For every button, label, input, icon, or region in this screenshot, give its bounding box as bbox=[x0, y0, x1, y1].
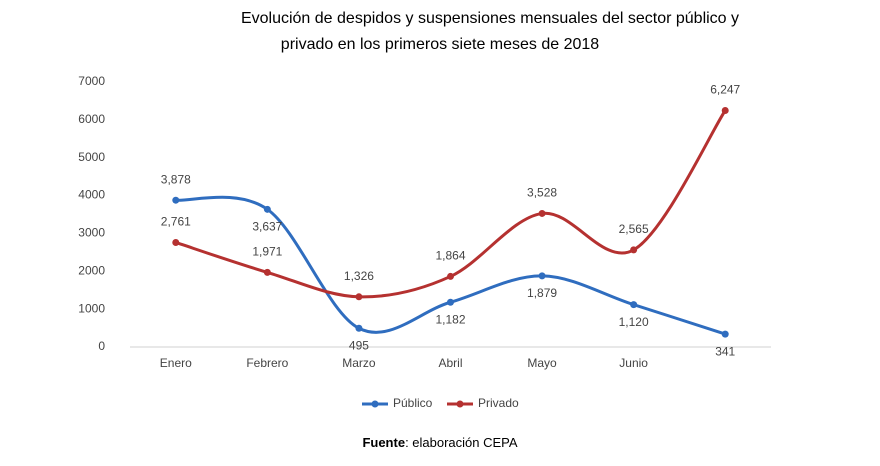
data-label: 3,637 bbox=[252, 219, 282, 233]
data-label: 1,120 bbox=[619, 315, 649, 329]
source-text: : elaboración CEPA bbox=[405, 435, 518, 450]
data-label: 1,864 bbox=[435, 249, 465, 263]
data-label: 1,182 bbox=[435, 312, 465, 326]
x-tick-label: Febrero bbox=[246, 356, 288, 370]
y-tick-label: 0 bbox=[98, 339, 105, 353]
data-label: 2,761 bbox=[161, 215, 191, 229]
point bbox=[355, 324, 363, 332]
point bbox=[721, 107, 729, 115]
data-label: 6,247 bbox=[710, 83, 740, 97]
point bbox=[630, 246, 638, 254]
source-label: Fuente bbox=[362, 435, 405, 450]
y-tick-label: 7000 bbox=[78, 74, 105, 88]
point bbox=[630, 301, 638, 309]
point bbox=[355, 293, 363, 301]
x-tick-label: Mayo bbox=[527, 356, 557, 370]
data-label: 495 bbox=[349, 338, 369, 352]
chart-title: Evolución de despidos y suspensiones men… bbox=[241, 10, 739, 27]
data-label: 3,878 bbox=[161, 172, 191, 186]
source: Fuente: elaboración CEPA bbox=[362, 435, 517, 450]
y-tick-label: 6000 bbox=[78, 112, 105, 126]
x-tick-label: Enero bbox=[160, 356, 192, 370]
y-tick-label: 5000 bbox=[78, 150, 105, 164]
legend-swatch bbox=[456, 400, 464, 408]
point bbox=[263, 268, 271, 276]
data-label: 1,971 bbox=[252, 245, 282, 259]
data-label: 1,326 bbox=[344, 269, 374, 283]
y-tick-label: 4000 bbox=[78, 188, 105, 202]
y-tick-label: 3000 bbox=[78, 226, 105, 240]
chart-title: privado en los primeros siete meses de 2… bbox=[281, 36, 599, 53]
point bbox=[263, 205, 271, 213]
legend-swatch bbox=[371, 400, 379, 408]
data-label: 2,565 bbox=[619, 222, 649, 236]
x-tick-label: Abril bbox=[438, 356, 462, 370]
x-tick-label: Junio bbox=[619, 356, 648, 370]
point bbox=[447, 298, 454, 306]
point bbox=[172, 196, 180, 204]
point bbox=[721, 330, 729, 338]
point bbox=[447, 272, 454, 280]
data-label: 1,879 bbox=[527, 286, 557, 300]
data-label: 341 bbox=[715, 344, 735, 358]
y-tick-label: 1000 bbox=[78, 301, 105, 315]
point bbox=[538, 209, 546, 217]
point bbox=[538, 272, 546, 280]
data-label: 3,528 bbox=[527, 186, 557, 200]
point bbox=[172, 238, 180, 246]
legend-label: Público bbox=[393, 396, 433, 410]
y-tick-label: 2000 bbox=[78, 263, 105, 277]
x-tick-label: Marzo bbox=[342, 356, 376, 370]
legend-label: Privado bbox=[478, 396, 519, 410]
